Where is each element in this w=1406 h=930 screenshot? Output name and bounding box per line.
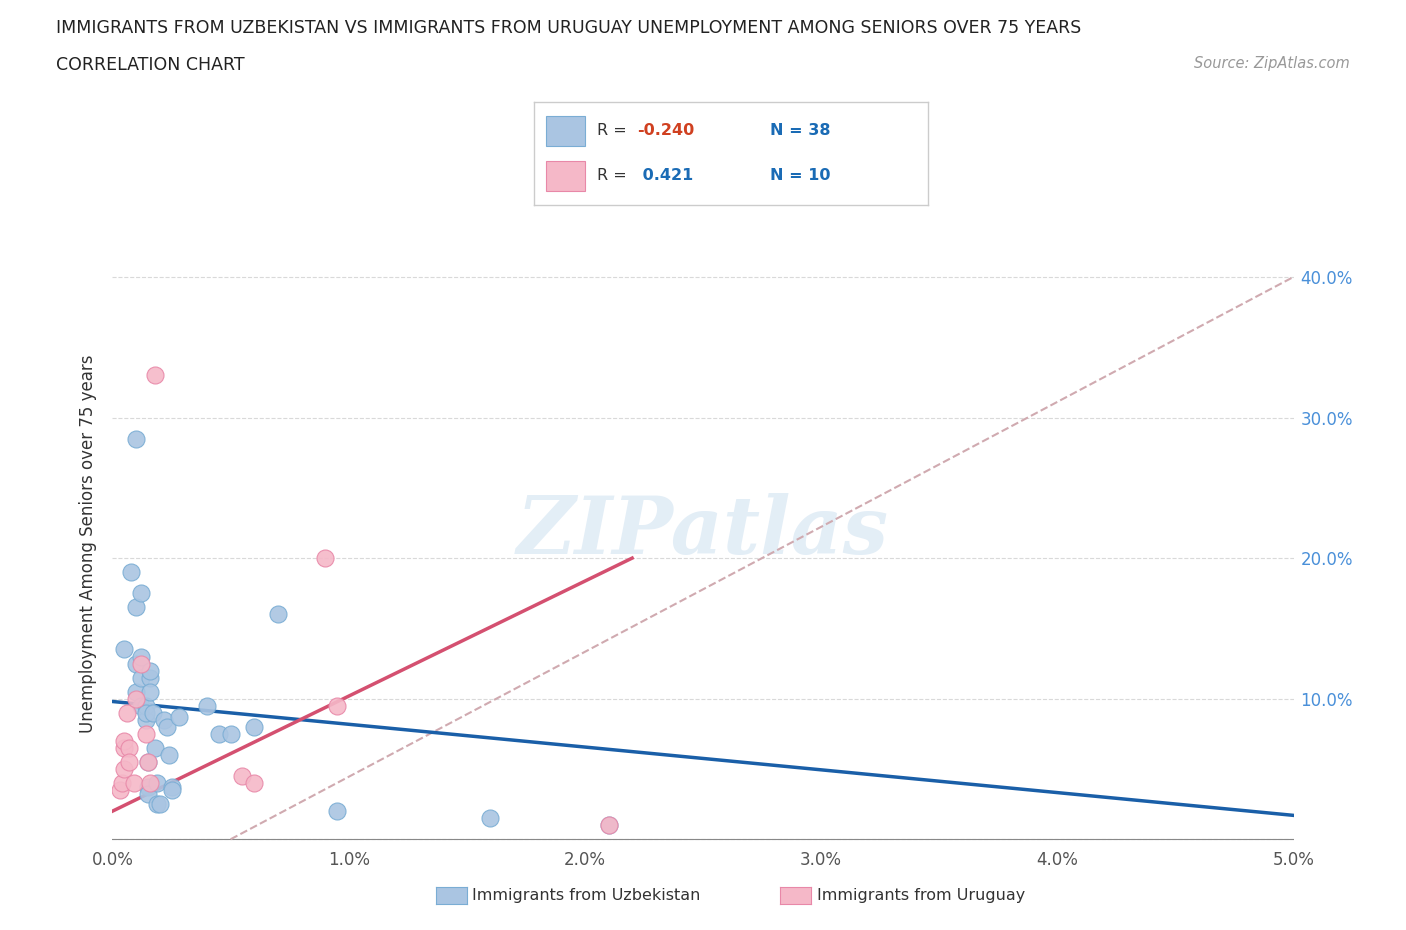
- Bar: [546, 161, 585, 192]
- Point: [139, 671, 162, 685]
- Text: -0.240: -0.240: [637, 124, 695, 139]
- Point: [129, 649, 152, 664]
- Point: [112, 740, 135, 755]
- Text: N = 10: N = 10: [770, 168, 831, 183]
- Point: [122, 776, 145, 790]
- Point: [125, 432, 148, 446]
- Point: [243, 720, 266, 735]
- Text: ZIPatlas: ZIPatlas: [517, 493, 889, 571]
- Text: Immigrants from Uruguay: Immigrants from Uruguay: [817, 888, 1025, 903]
- Text: N = 38: N = 38: [770, 124, 831, 139]
- Point: [231, 768, 253, 783]
- Point: [112, 762, 135, 777]
- Point: [153, 712, 176, 727]
- Point: [125, 656, 148, 671]
- Point: [115, 705, 138, 720]
- Point: [108, 783, 131, 798]
- Point: [118, 740, 141, 755]
- Point: [167, 710, 190, 724]
- Point: [314, 551, 336, 565]
- Point: [326, 804, 349, 818]
- Point: [479, 811, 502, 826]
- Point: [125, 600, 148, 615]
- Point: [160, 783, 183, 798]
- Text: 0.421: 0.421: [637, 168, 693, 183]
- Point: [219, 726, 242, 741]
- Point: [112, 642, 135, 657]
- Point: [136, 787, 159, 802]
- Point: [208, 726, 231, 741]
- Point: [243, 776, 266, 790]
- Point: [146, 797, 169, 812]
- Point: [120, 565, 142, 579]
- Point: [112, 734, 135, 749]
- Point: [135, 726, 157, 741]
- Text: IMMIGRANTS FROM UZBEKISTAN VS IMMIGRANTS FROM URUGUAY UNEMPLOYMENT AMONG SENIORS: IMMIGRANTS FROM UZBEKISTAN VS IMMIGRANTS…: [56, 19, 1081, 36]
- Point: [139, 663, 162, 678]
- Point: [156, 720, 179, 735]
- Text: R =: R =: [598, 124, 627, 139]
- Point: [142, 705, 165, 720]
- Point: [129, 698, 152, 713]
- Point: [136, 780, 159, 795]
- Point: [143, 368, 166, 383]
- Point: [143, 740, 166, 755]
- Point: [139, 776, 162, 790]
- Point: [146, 776, 169, 790]
- Point: [267, 607, 290, 622]
- Text: CORRELATION CHART: CORRELATION CHART: [56, 56, 245, 73]
- Point: [129, 656, 152, 671]
- Point: [149, 797, 172, 812]
- Point: [135, 712, 157, 727]
- Point: [118, 754, 141, 769]
- Y-axis label: Unemployment Among Seniors over 75 years: Unemployment Among Seniors over 75 years: [79, 355, 97, 733]
- Point: [195, 698, 218, 713]
- Point: [129, 586, 152, 601]
- Text: Source: ZipAtlas.com: Source: ZipAtlas.com: [1194, 56, 1350, 71]
- Point: [598, 817, 620, 832]
- Point: [129, 671, 152, 685]
- Point: [598, 817, 620, 832]
- Point: [160, 780, 183, 795]
- Point: [111, 776, 134, 790]
- Text: R =: R =: [598, 168, 627, 183]
- Point: [139, 684, 162, 699]
- Point: [135, 698, 157, 713]
- Point: [326, 698, 349, 713]
- Point: [125, 691, 148, 706]
- Text: Immigrants from Uzbekistan: Immigrants from Uzbekistan: [472, 888, 700, 903]
- Point: [136, 754, 159, 769]
- Point: [125, 684, 148, 699]
- Point: [136, 754, 159, 769]
- Point: [135, 705, 157, 720]
- Bar: [546, 115, 585, 146]
- Point: [157, 748, 180, 763]
